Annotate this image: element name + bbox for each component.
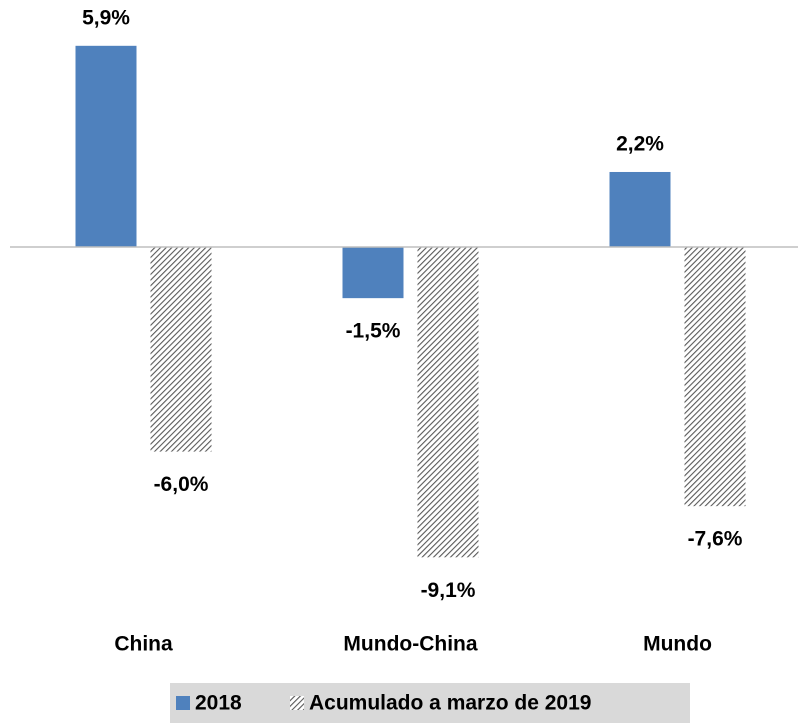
legend-swatch (290, 696, 304, 710)
x-tick-label: China (114, 633, 173, 656)
bar (342, 247, 404, 299)
bar (417, 247, 479, 558)
data-label: 5,9% (82, 6, 130, 29)
x-tick-label: Mundo-China (343, 633, 477, 656)
legend-label: 2018 (195, 692, 242, 715)
bar (150, 247, 212, 452)
data-label: -9,1% (421, 579, 476, 602)
legend-swatch (176, 696, 190, 710)
data-label: -6,0% (154, 473, 209, 496)
legend-box (170, 683, 690, 723)
x-tick-label: Mundo (643, 633, 712, 656)
data-label: -7,6% (688, 528, 743, 551)
data-label: 2,2% (616, 133, 664, 156)
legend-label: Acumulado a marzo de 2019 (309, 692, 591, 715)
data-label: -1,5% (346, 320, 401, 343)
bar (609, 171, 671, 247)
bar (75, 45, 137, 248)
bar (684, 247, 746, 507)
